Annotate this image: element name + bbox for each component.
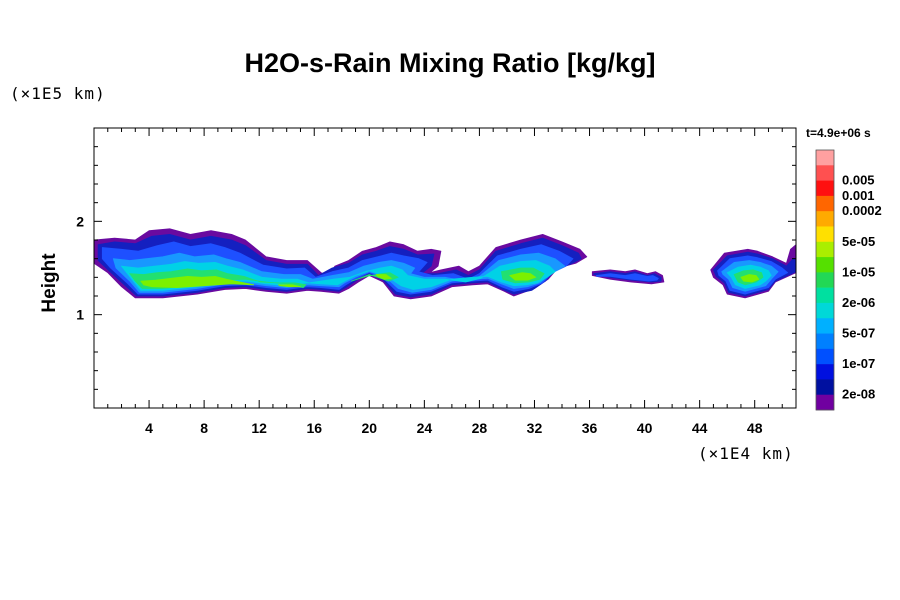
legend-swatch bbox=[816, 272, 834, 288]
legend-swatch bbox=[816, 165, 834, 181]
plot-frame bbox=[93, 127, 797, 409]
legend-swatch bbox=[816, 195, 834, 212]
legend-swatch bbox=[816, 226, 834, 243]
x-tick-label: 12 bbox=[251, 420, 267, 436]
x-tick-label: 20 bbox=[362, 420, 378, 436]
legend-label: 0.005 bbox=[842, 173, 875, 188]
x-tick-label: 32 bbox=[527, 420, 543, 436]
y-tick-label: 1 bbox=[76, 307, 84, 323]
legend-label: 0.0002 bbox=[842, 203, 882, 218]
legend-swatch bbox=[816, 180, 834, 197]
cloud-region-blue-1 bbox=[596, 273, 659, 282]
legend-swatch bbox=[816, 211, 834, 227]
x-tick-label: 28 bbox=[472, 420, 488, 436]
legend-swatch bbox=[816, 241, 834, 258]
legend-swatch bbox=[816, 333, 834, 350]
chart-title: H2O-s-Rain Mixing Ratio [kg/kg] bbox=[244, 48, 656, 78]
legend-frame bbox=[815, 149, 835, 411]
legend-swatch bbox=[816, 379, 834, 396]
legend-label: 0.001 bbox=[842, 188, 875, 203]
x-tick-label: 4 bbox=[145, 420, 153, 436]
legend-swatch bbox=[816, 302, 834, 319]
time-label: t=4.9e+06 s bbox=[806, 126, 871, 140]
x-tick-label: 44 bbox=[692, 420, 708, 436]
legend-label: 2e-06 bbox=[842, 295, 875, 310]
cloud-region-lime-3 bbox=[509, 272, 537, 281]
legend-label: 1e-05 bbox=[842, 264, 875, 279]
y-axis-scale-label: (×1E5 km) bbox=[10, 84, 106, 103]
x-tick-label: 24 bbox=[417, 420, 433, 436]
legend-label: 1e-07 bbox=[842, 356, 875, 371]
cloud-region-lime-2 bbox=[375, 274, 392, 280]
cloud-region-lime-1 bbox=[278, 284, 301, 288]
legend-label: 5e-07 bbox=[842, 326, 875, 341]
y-tick-label: 2 bbox=[76, 213, 84, 229]
cloud-region-lime-4 bbox=[740, 274, 760, 283]
legend-swatch bbox=[816, 348, 834, 365]
legend-swatch bbox=[816, 150, 834, 166]
legend-swatch bbox=[816, 394, 834, 411]
legend-swatch bbox=[816, 287, 834, 304]
x-tick-label: 8 bbox=[200, 420, 208, 436]
cloud-layers bbox=[94, 228, 796, 300]
x-tick-label: 48 bbox=[747, 420, 763, 436]
legend-label: 5e-05 bbox=[842, 234, 875, 249]
legend-swatch bbox=[816, 318, 834, 334]
x-tick-label: 16 bbox=[306, 420, 322, 436]
x-tick-label: 40 bbox=[637, 420, 653, 436]
x-tick-label: 36 bbox=[582, 420, 598, 436]
legend-swatch bbox=[816, 257, 834, 273]
cloud-region-cyan-0 bbox=[121, 260, 556, 291]
legend-swatch bbox=[816, 364, 834, 380]
cloud-region-lime-0 bbox=[140, 276, 255, 288]
x-axis-scale-label: (×1E4 km) bbox=[698, 444, 794, 463]
legend-label: 2e-08 bbox=[842, 387, 875, 402]
